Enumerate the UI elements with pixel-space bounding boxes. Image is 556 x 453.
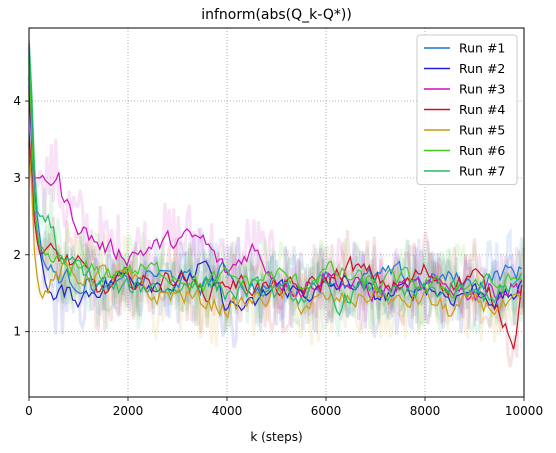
legend-label: Run #6 xyxy=(459,143,505,158)
raw-series-7 xyxy=(27,46,525,337)
legend: Run #1 Run #2 Run #3 Run #4 Run #5 Run #6 Run … xyxy=(416,34,518,185)
legend-label: Run #7 xyxy=(459,164,505,179)
series-line-7 xyxy=(28,39,523,317)
plot-frame xyxy=(28,27,525,398)
legend-label: Run #2 xyxy=(459,61,505,76)
series-lines xyxy=(28,39,523,350)
y-tick-label: 2 xyxy=(13,248,21,262)
x-tick-label: 6000 xyxy=(311,404,342,418)
legend-label: Run #1 xyxy=(459,41,505,56)
series-line-4 xyxy=(28,131,523,350)
x-tick-label: 2000 xyxy=(113,404,144,418)
raw-series-6 xyxy=(27,56,525,328)
y-tick-label: 1 xyxy=(13,325,21,339)
legend-box xyxy=(416,34,518,185)
y-tick-label: 4 xyxy=(13,94,21,108)
legend-label: Run #3 xyxy=(459,82,505,97)
x-axis-label: k (steps) xyxy=(250,430,302,444)
y-tick-label: 3 xyxy=(13,171,21,185)
series-line-3 xyxy=(28,77,523,303)
x-tick-label: 8000 xyxy=(410,404,441,418)
axis-ticks: 0 2000 4000 6000 8000 10000 1 2 3 4 xyxy=(13,94,543,418)
x-tick-label: 4000 xyxy=(212,404,243,418)
chart-title: infnorm(abs(Q_k-Q*)) xyxy=(201,7,352,23)
x-tick-label: 10000 xyxy=(505,404,543,418)
series-line-6 xyxy=(28,54,523,300)
legend-label: Run #4 xyxy=(459,102,505,117)
x-tick-label: 0 xyxy=(25,404,33,418)
raw-series-2 xyxy=(27,75,525,349)
legend-label: Run #5 xyxy=(459,123,505,138)
